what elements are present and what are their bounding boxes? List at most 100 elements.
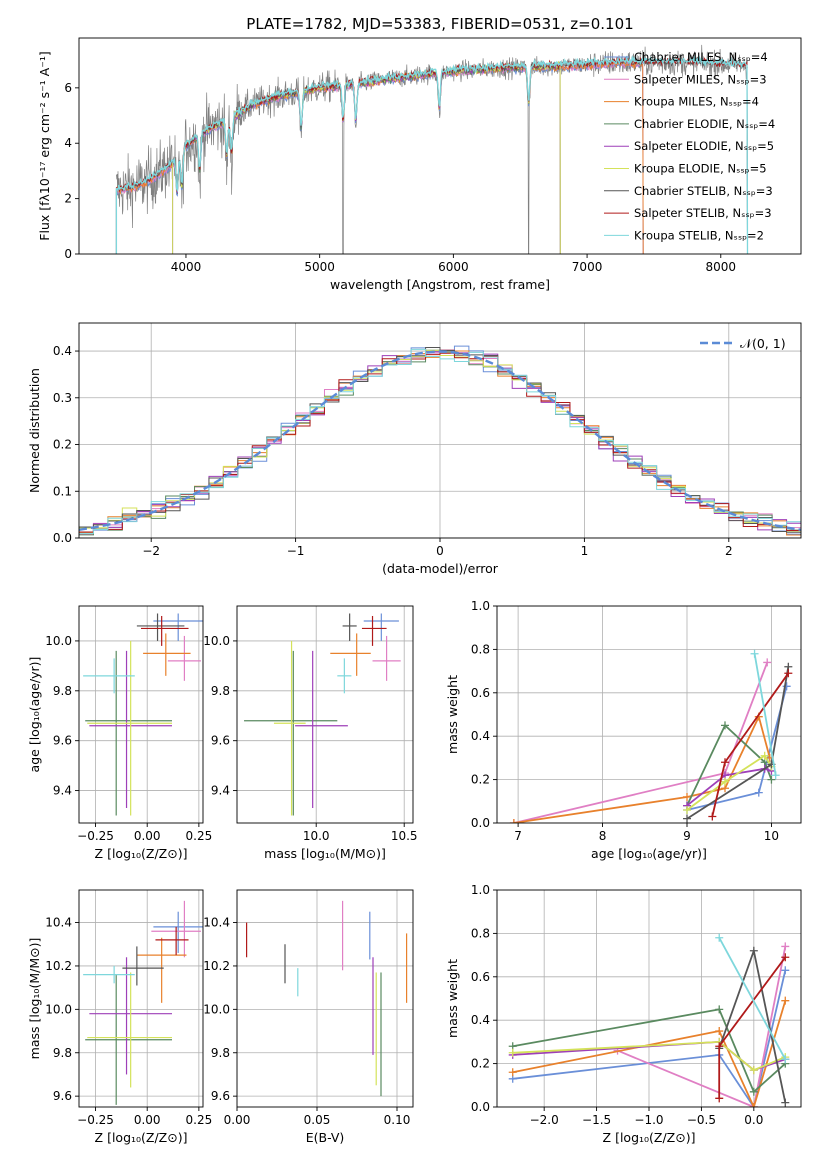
y-tick-label: 10.2 <box>45 959 72 973</box>
y-tick-label: 0 <box>64 247 72 261</box>
histogram-kroupa_stelib <box>79 348 801 534</box>
x-tick-label: 0.00 <box>224 1113 251 1127</box>
x-tick-label: −0.25 <box>77 829 114 843</box>
y-tick-label: 0.0 <box>471 816 490 830</box>
weights-line-chabrier_elodie <box>512 1008 786 1094</box>
weights-marker-salpeter_stelib <box>721 758 729 767</box>
legend-entry-normal: 𝒩(0, 1) <box>740 336 786 351</box>
y-tick-label: 10.4 <box>203 916 230 930</box>
axes-frame <box>496 605 802 824</box>
x-tick-label: 0.05 <box>304 1113 331 1127</box>
x-tick-label: 8000 <box>706 260 737 274</box>
weights-line-salpeter_stelib <box>718 956 787 1099</box>
x-tick-label: −1.5 <box>582 1113 611 1127</box>
panel-mass-weight-vs-age: 7 8 9 10 0.0 0.2 0.4 0.6 0.8 1.0 age [log₁₀(age/yr… <box>445 599 802 861</box>
x-tick-label: 4000 <box>171 260 202 274</box>
x-axis-label: Z [log₁₀(Z/Z⊙)] <box>95 846 188 861</box>
y-tick-label: 9.8 <box>53 1046 72 1060</box>
histogram-legend: 𝒩(0, 1) <box>700 336 786 351</box>
weights-line-chabrier_stelib <box>686 666 790 820</box>
weights-marker-salpeter_stelib <box>715 1042 724 1051</box>
weights-marker-kroupa_stelib <box>715 933 724 942</box>
y-tick-label: 2 <box>64 192 72 206</box>
weights-marker-kroupa_stelib <box>750 649 759 658</box>
weights-marker-salpeter_miles <box>763 658 772 667</box>
weights-marker-chabrier_elodie <box>721 721 729 730</box>
weights-marker-kroupa_stelib <box>771 771 780 780</box>
x-tick-label: 9 <box>683 829 691 843</box>
panel-mass-vs-Z: −0.25 0.00 0.25 9.6 9.8 10.0 10.2 10.4 Z [log₁₀(… <box>27 889 212 1145</box>
y-axis-label: mass [log₁₀(M/M⊙)] <box>27 938 42 1060</box>
model-spectrum-salpeter_stelib <box>115 56 748 254</box>
legend-entry-kroupa_miles: Kroupa MILES, Nₛₛₚ=4 <box>634 95 759 109</box>
panel-age-vs-mass: 10.0 10.5 9.4 9.6 9.8 10.0 mass [log₁₀(M/M⊙)] <box>203 605 418 861</box>
legend-entry-kroupa_elodie: Kroupa ELODIE, Nₛₛₚ=5 <box>634 162 767 176</box>
plot-area <box>237 890 413 1107</box>
weights-marker-kroupa_miles <box>508 1068 517 1077</box>
x-tick-label: −2 <box>142 544 160 558</box>
plot-area <box>79 890 203 1107</box>
y-tick-label: 0.6 <box>471 970 490 984</box>
weights-marker-kroupa_miles <box>749 1103 758 1107</box>
y-axis-label: Normed distribution <box>27 368 42 493</box>
y-tick-label: 0.2 <box>471 773 490 787</box>
weights-marker-kroupa_miles <box>781 996 790 1005</box>
weights-marker-salpeter_miles <box>781 942 790 951</box>
x-tick-label: −0.25 <box>77 1113 114 1127</box>
weights-marker-kroupa_elodie <box>721 777 729 786</box>
normal-curve <box>79 350 801 531</box>
panel-spectrum: 4000 5000 6000 7000 8000 0 2 4 6 wavelength [Angs… <box>37 37 802 292</box>
x-tick-label: −1.0 <box>634 1113 663 1127</box>
y-tick-label: 9.6 <box>53 1089 72 1103</box>
weights-marker-chabrier_elodie <box>767 775 776 784</box>
panel-mass-vs-ebv: 0.00 0.05 0.10 9.6 9.8 10.0 10.2 10.4 E(B-V) <box>203 889 414 1145</box>
y-tick-label: 0.6 <box>471 686 490 700</box>
y-tick-label: 6 <box>64 81 72 95</box>
axes-frame <box>78 889 204 1108</box>
y-tick-label: 9.8 <box>211 684 230 698</box>
plot-area <box>79 323 801 538</box>
weights-line-kroupa_stelib <box>753 653 777 776</box>
legend-entry-salpeter_elodie: Salpeter ELODIE, Nₛₛₚ=5 <box>634 139 774 153</box>
weights-marker-chabrier_miles <box>782 682 791 691</box>
y-tick-label: 0.0 <box>471 1100 490 1114</box>
weights-marker-chabrier_stelib <box>781 1098 790 1107</box>
weights-marker-chabrier_stelib <box>749 946 758 955</box>
weights-line-chabrier_miles <box>512 970 787 1107</box>
x-tick-label: 0.10 <box>384 1113 411 1127</box>
x-tick-label: 5000 <box>304 260 335 274</box>
plot-area <box>79 606 203 823</box>
y-tick-label: 9.6 <box>53 734 72 748</box>
x-tick-label: 0.25 <box>186 829 213 843</box>
weights-marker-kroupa_miles <box>715 1027 724 1036</box>
y-tick-label: 10.0 <box>203 1002 230 1016</box>
y-tick-label: 0.4 <box>471 1013 490 1027</box>
x-tick-label: 0 <box>436 544 444 558</box>
x-tick-label: 10.0 <box>303 829 330 843</box>
model-spectrum-chabrier_stelib <box>115 56 748 254</box>
weights-line-kroupa_elodie <box>686 754 773 811</box>
weights-marker-salpeter_stelib <box>781 953 790 962</box>
legend-entry-salpeter_stelib: Salpeter STELIB, Nₛₛₚ=3 <box>634 206 772 220</box>
x-axis-label: age [log₁₀(age/yr)] <box>591 846 707 861</box>
weights-marker-salpeter_stelib <box>784 669 793 678</box>
x-tick-label: 6000 <box>438 260 469 274</box>
y-tick-label: 4 <box>64 136 72 150</box>
y-tick-label: 9.4 <box>211 784 230 798</box>
weights-marker-chabrier_stelib <box>683 814 691 823</box>
weights-marker-kroupa_elodie <box>760 751 769 760</box>
spectrum-legend: Chabrier MILES, Nₛₛₚ=4 Salpeter MILES, Nₛ… <box>604 50 775 242</box>
panel-mass-weight-vs-Z: −2.0 −1.5 −1.0 −0.5 0.0 0.0 0.2 0.4 0.6 0.8 1.0 Z [… <box>445 883 802 1145</box>
weights-line-kroupa_miles <box>513 714 771 823</box>
x-tick-label: −0.5 <box>687 1113 716 1127</box>
axes-frame <box>78 605 204 824</box>
y-tick-label: 10.0 <box>45 1002 72 1016</box>
weights-line-kroupa_elodie <box>512 1040 786 1072</box>
y-tick-label: 10.2 <box>203 959 230 973</box>
x-tick-label: 2 <box>725 544 733 558</box>
plot-area <box>497 890 801 1107</box>
plot-area <box>497 606 801 823</box>
y-tick-label: 9.8 <box>211 1046 230 1060</box>
weights-marker-kroupa_stelib <box>781 1055 790 1064</box>
